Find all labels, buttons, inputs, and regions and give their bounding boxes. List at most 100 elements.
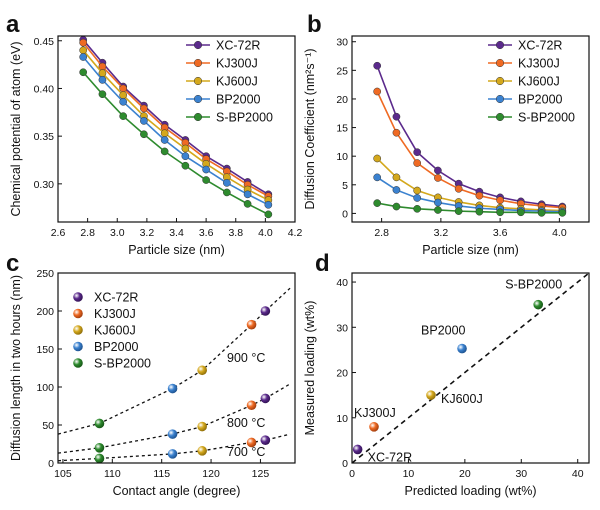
panel-b-y-tick-label: 15 xyxy=(336,123,348,135)
panel-c-y-tick-label: 100 xyxy=(36,382,54,394)
panel-c-x-axis-label: Contact angle (degree) xyxy=(113,484,241,498)
panel-c-y-tick-label: 50 xyxy=(42,420,54,432)
panel-label-a: a xyxy=(6,11,20,38)
panel-c-y-tick-label: 0 xyxy=(48,458,54,470)
panel-d-point-S-BP2000 xyxy=(533,299,544,310)
panel-c-point-XC-72R xyxy=(260,393,271,404)
panel-c-frame xyxy=(57,272,296,464)
legend-marker-S-BP2000 xyxy=(193,112,203,122)
panel-a-x-tick-label: 2.8 xyxy=(80,227,95,239)
panel-c-x-tick-label: 110 xyxy=(104,468,121,480)
panel-a-y-tick-label: 0.30 xyxy=(34,179,55,191)
panel-a-point-S-BP2000 xyxy=(160,147,169,156)
panel-b-point-KJ300J xyxy=(392,128,401,137)
panel-a-point-S-BP2000 xyxy=(202,176,210,184)
panel-a-x-tick-label: 4.0 xyxy=(258,227,273,239)
panel-a-point-S-BP2000 xyxy=(243,200,252,208)
panel-b-point-XC-72R xyxy=(373,61,382,70)
panel-b-y-tick-label: 25 xyxy=(336,65,348,77)
annotation-800c: 800 °C xyxy=(227,416,265,430)
legend-label-c-KJ300J: KJ300J xyxy=(94,307,136,321)
legend-label-KJ300J: KJ300J xyxy=(216,57,258,71)
panel-b-point-KJ600J xyxy=(373,154,382,163)
legend-marker-XC-72R xyxy=(193,40,203,50)
panel-c-chart: 900 °C 800 °C 700 °C XC-72R KJ300J KJ600J BP20… xyxy=(9,268,296,498)
panel-d-label-XC-72R: XC-72R xyxy=(368,450,412,464)
panel-label-d: d xyxy=(315,250,330,277)
panel-c-point-KJ300J xyxy=(246,400,257,411)
panel-b-point-KJ300J xyxy=(434,174,442,182)
panel-c-point-KJ600J xyxy=(197,446,207,456)
panel-b-point-S-BP2000 xyxy=(373,199,382,207)
panel-a-point-BP2000 xyxy=(98,76,107,84)
panel-c-point-S-BP2000 xyxy=(94,453,105,464)
panel-b-point-XC-72R xyxy=(413,148,422,157)
legend-marker-XC-72R xyxy=(495,40,505,50)
panel-a-point-BP2000 xyxy=(181,152,190,161)
panel-b-frame xyxy=(351,35,590,223)
legend-marker-BP2000 xyxy=(193,94,203,104)
panel-b-line-KJ300J xyxy=(376,91,563,209)
panel-c-point-BP2000 xyxy=(167,429,178,439)
legend-label-c-BP2000: BP2000 xyxy=(94,340,139,354)
panel-a-point-S-BP2000 xyxy=(79,68,88,77)
panel-b-point-KJ300J xyxy=(454,184,463,193)
panel-a-point-BP2000 xyxy=(119,97,128,106)
panel-a-point-KJ600J xyxy=(79,46,88,55)
panel-c-point-S-BP2000 xyxy=(94,418,105,429)
panel-c-point-KJ300J xyxy=(246,319,257,330)
legend-marker-c-S-BP2000 xyxy=(73,358,83,368)
annotation-900c: 900 °C xyxy=(227,351,265,365)
panel-a-point-KJ600J xyxy=(181,144,190,153)
panel-d-label-S-BP2000: S-BP2000 xyxy=(505,278,562,292)
panel-b-x-tick-label: 3.6 xyxy=(493,227,508,239)
panel-a-y-tick-label: 0.40 xyxy=(34,83,55,95)
legend-label-KJ600J: KJ600J xyxy=(518,75,560,89)
panel-a-point-S-BP2000 xyxy=(223,188,231,197)
legend-marker-KJ600J xyxy=(193,76,203,86)
legend-marker-c-XC-72R xyxy=(73,292,83,302)
panel-b-x-axis-label: Particle size (nm) xyxy=(422,243,519,257)
panel-b-point-S-BP2000 xyxy=(496,208,504,217)
panel-b-y-tick-label: 0 xyxy=(342,208,348,220)
panel-b-y-axis-label: Diffusion Coefficient (nm²s⁻¹) xyxy=(303,48,317,209)
panel-b-point-S-BP2000 xyxy=(454,207,463,215)
panel-d-x-axis-label: Predicted loading (wt%) xyxy=(404,484,536,498)
legend-marker-S-BP2000 xyxy=(495,112,505,122)
panel-a-point-BP2000 xyxy=(202,165,210,174)
panel-a-point-KJ300J xyxy=(119,84,128,93)
panel-a-x-tick-label: 3.8 xyxy=(228,227,243,239)
panel-a-x-tick-label: 2.6 xyxy=(51,227,66,239)
panel-d-x-tick-label: 20 xyxy=(459,468,471,480)
panel-b-point-KJ600J xyxy=(392,173,401,182)
legend-label-KJ600J: KJ600J xyxy=(216,75,258,89)
panel-d-y-axis-label: Measured loading (wt%) xyxy=(303,301,317,436)
panel-c-y-tick-label: 150 xyxy=(36,344,54,356)
panel-b-point-KJ300J xyxy=(475,191,484,200)
annotation-700c: 700 °C xyxy=(227,445,265,459)
panel-a-x-tick-label: 3.4 xyxy=(169,227,184,239)
panel-b-y-tick-label: 30 xyxy=(336,37,348,49)
panel-b-point-KJ300J xyxy=(413,159,422,167)
panel-a-point-BP2000 xyxy=(140,117,148,125)
panel-d-y-tick-label: 0 xyxy=(342,458,348,470)
panel-a-x-tick-label: 3.6 xyxy=(199,227,214,239)
legend-marker-c-KJ600J xyxy=(73,325,83,335)
panel-b-line-BP2000 xyxy=(376,176,563,213)
panel-a-x-tick-label: 3.0 xyxy=(110,227,125,239)
panel-b-point-KJ300J xyxy=(496,196,504,205)
panel-a-point-BP2000 xyxy=(79,53,88,61)
legend-label-S-BP2000: S-BP2000 xyxy=(518,111,575,125)
panel-b-y-tick-label: 5 xyxy=(342,180,348,192)
panel-b-point-S-BP2000 xyxy=(558,208,567,217)
panel-c-y-axis-label: Diffusion length in two hours (nm) xyxy=(9,275,23,461)
panel-b-point-S-BP2000 xyxy=(413,204,422,213)
legend-marker-c-BP2000 xyxy=(73,341,83,352)
panel-a-point-S-BP2000 xyxy=(98,90,107,99)
panel-b-point-BP2000 xyxy=(434,198,442,207)
panel-a-point-BP2000 xyxy=(264,200,273,209)
panel-b-line-KJ600J xyxy=(376,157,563,212)
panel-d-chart: XC-72R KJ300J KJ600J BP2000 S-BP2000 0 10 20 30 4… xyxy=(303,272,590,498)
panel-b-point-XC-72R xyxy=(434,166,442,175)
